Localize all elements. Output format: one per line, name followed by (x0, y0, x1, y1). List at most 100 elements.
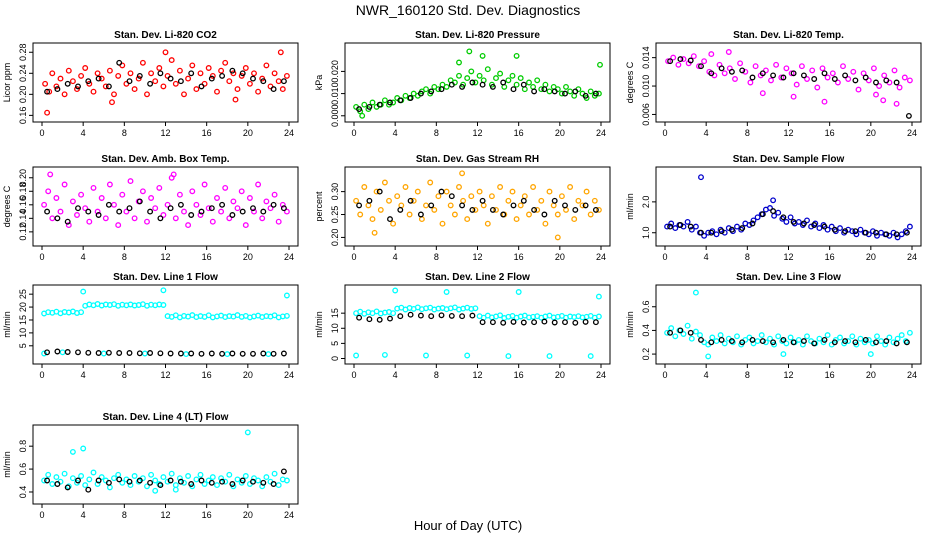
data-point (148, 471, 155, 478)
plot-frame (655, 166, 922, 247)
data-point (894, 335, 901, 342)
data-point (283, 312, 290, 319)
data-point (531, 206, 538, 213)
series-2 (44, 59, 287, 95)
panel-6: Stan. Dev. Sample Flow ml/min 0 4 8 12 16 20 24 1… (625, 154, 922, 262)
data-point (198, 83, 205, 90)
data-point (115, 471, 122, 478)
data-point (90, 184, 97, 191)
data-point (183, 351, 190, 358)
data-point (250, 478, 256, 485)
data-point (265, 351, 272, 358)
data-point (397, 97, 404, 104)
data-point (181, 479, 187, 486)
data-point (824, 226, 831, 233)
x-tick-label: 20 (243, 252, 253, 262)
y-tick-label: 0.16 (18, 196, 28, 214)
data-point (542, 81, 549, 88)
data-point (883, 77, 890, 84)
panel-title: Stan. Dev. Amb. Box Temp. (101, 154, 229, 165)
data-point (131, 473, 138, 479)
data-point (418, 216, 425, 223)
data-point (105, 479, 112, 486)
data-point (260, 78, 267, 85)
data-point (387, 315, 393, 322)
data-point (381, 351, 388, 358)
data-point (106, 181, 113, 188)
x-tick-label: 0 (39, 510, 44, 520)
data-point (728, 226, 735, 233)
data-point (692, 223, 699, 230)
data-point (546, 88, 553, 95)
y-tick-label: 0.28 (18, 43, 28, 61)
x-tick-label: 12 (783, 252, 793, 262)
data-point (811, 76, 818, 82)
data-point (579, 202, 586, 209)
data-point (263, 474, 270, 481)
data-point (242, 65, 249, 71)
data-point (592, 319, 599, 326)
data-point (572, 206, 579, 213)
data-point (280, 350, 287, 357)
data-point (795, 336, 802, 343)
data-point (667, 329, 674, 336)
data-point (239, 477, 246, 484)
data-point (480, 202, 487, 209)
x-tick-label: 16 (514, 252, 524, 262)
data-point (44, 208, 51, 215)
data-point (126, 205, 133, 212)
y-axis-label: kPa (314, 75, 324, 91)
data-point (790, 218, 797, 225)
data-point (209, 218, 216, 225)
data-point (49, 481, 56, 487)
data-point (592, 90, 599, 97)
data-point (447, 202, 454, 209)
data-point (804, 76, 810, 82)
data-point (188, 70, 195, 77)
data-point (75, 477, 81, 484)
data-point (167, 75, 174, 82)
data-point (214, 482, 220, 489)
data-point (95, 477, 102, 484)
data-point (459, 202, 466, 209)
x-tick-label: 0 (662, 370, 667, 380)
data-point (283, 72, 290, 79)
data-point (275, 218, 282, 225)
series-1 (41, 171, 290, 229)
data-point (435, 193, 442, 200)
x-tick-label: 24 (596, 370, 606, 380)
data-point (798, 63, 805, 70)
data-point (157, 350, 164, 357)
data-point (531, 88, 538, 95)
data-point (873, 91, 879, 98)
data-point (224, 351, 231, 358)
data-point (520, 81, 527, 88)
data-point (109, 99, 115, 106)
data-point (788, 70, 795, 77)
data-point (739, 225, 746, 232)
data-point (407, 95, 414, 101)
data-point (804, 333, 810, 340)
data-point (139, 59, 146, 66)
data-point (127, 482, 134, 489)
data-point (701, 58, 708, 65)
data-point (226, 471, 233, 478)
data-point (74, 212, 80, 218)
x-tick-label: 12 (472, 370, 482, 380)
data-point (780, 336, 787, 343)
data-point (152, 78, 159, 85)
data-point (147, 350, 154, 356)
series-1 (41, 429, 290, 494)
data-point (587, 353, 594, 360)
data-point (862, 74, 869, 81)
data-point (732, 76, 738, 82)
data-point (824, 74, 831, 81)
data-point (414, 188, 421, 195)
data-point (209, 72, 216, 79)
data-point (587, 88, 594, 95)
data-point (811, 222, 818, 228)
data-point (438, 86, 445, 93)
data-point (554, 211, 561, 218)
data-point (119, 191, 126, 198)
data-point (500, 211, 507, 218)
